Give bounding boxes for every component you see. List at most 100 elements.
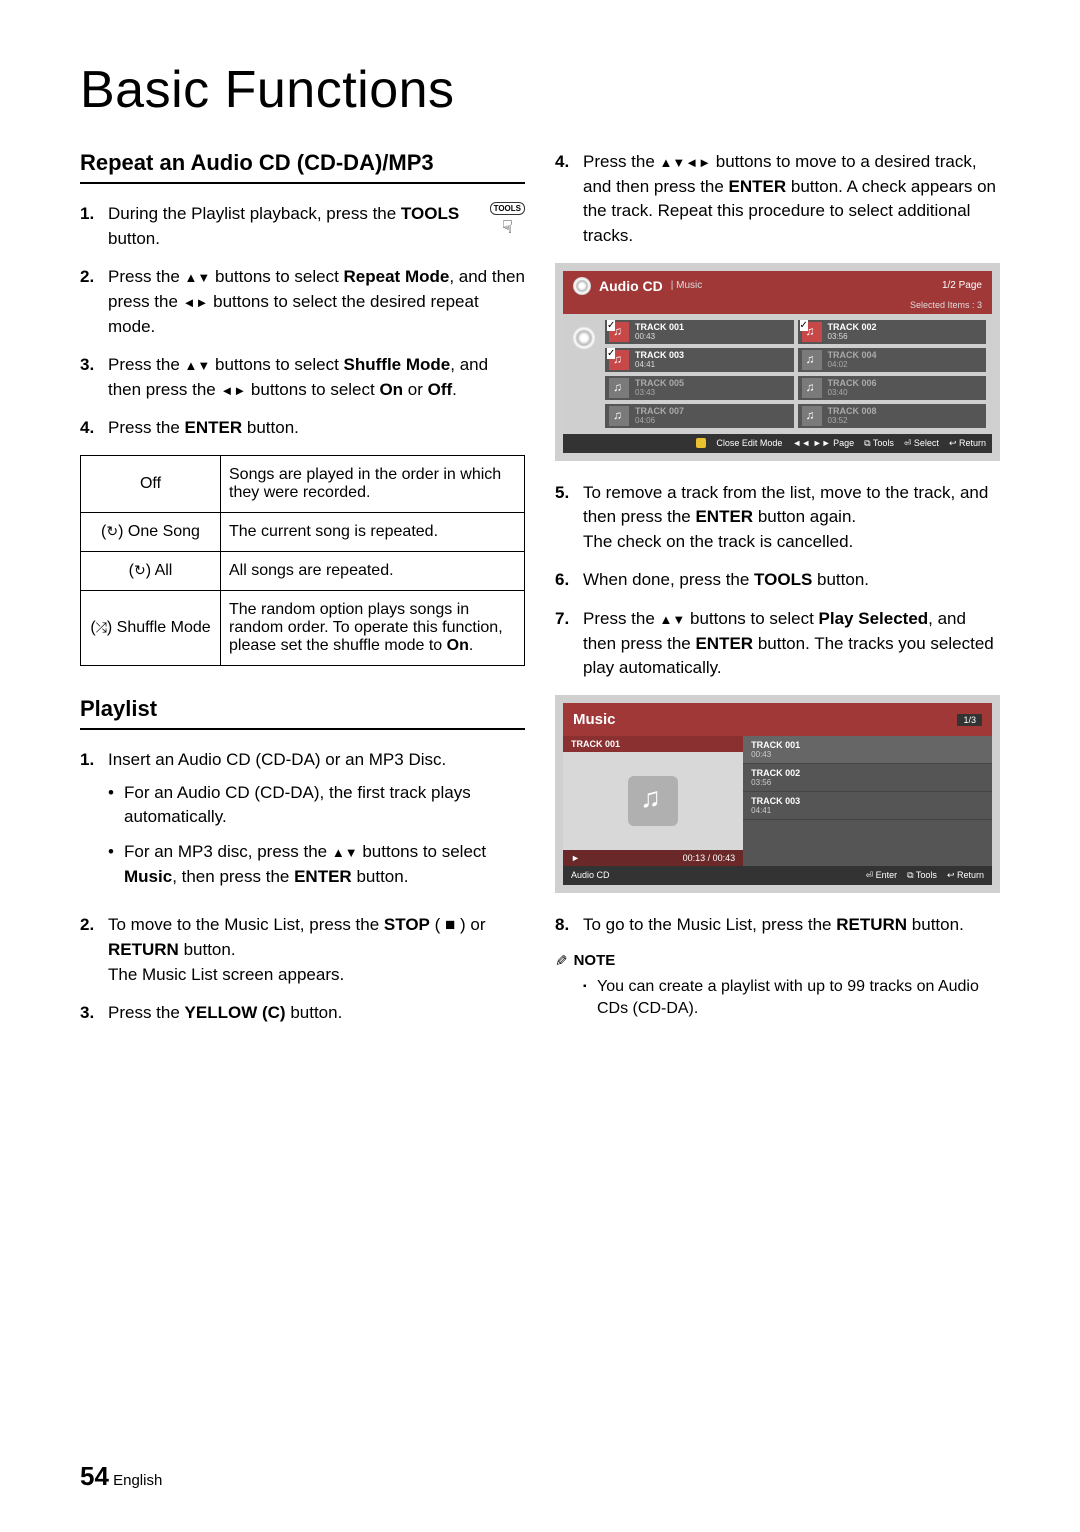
music-title: Music <box>573 711 616 728</box>
track-duration: 04:06 <box>635 416 684 425</box>
playlist-item[interactable]: TRACK 00100:43 <box>743 736 992 764</box>
track-name: TRACK 005 <box>635 378 684 388</box>
enter-label: ⏎ Enter <box>866 870 898 881</box>
playlist-item-duration: 00:43 <box>751 750 984 759</box>
step-item: 3.Press the ▲▼ buttons to select Shuffle… <box>80 353 525 402</box>
page-nav-label: ◄◄ ►► Page <box>792 438 854 448</box>
section-playlist-title: Playlist <box>80 696 525 722</box>
section-hr-2 <box>80 728 525 730</box>
track-name: TRACK 001 <box>635 322 684 332</box>
track-item[interactable]: TRACK 00704:06 <box>605 404 794 428</box>
playlist-item-duration: 03:56 <box>751 778 984 787</box>
track-item[interactable]: TRACK 00603:40 <box>798 376 987 400</box>
track-name: TRACK 006 <box>828 378 877 388</box>
album-art <box>563 752 743 850</box>
step-item: 4.Press the ▲▼◄► buttons to move to a de… <box>555 150 1000 249</box>
track-item[interactable]: ✓ TRACK 00100:43 <box>605 320 794 344</box>
selected-items-label: Selected Items : 3 <box>563 299 992 314</box>
track-name: TRACK 004 <box>828 350 877 360</box>
time-label: 00:13 / 00:43 <box>683 853 736 863</box>
now-playing-label: TRACK 001 <box>563 736 743 752</box>
step-item: 5.To remove a track from the list, move … <box>555 481 1000 555</box>
track-item[interactable]: TRACK 00503:43 <box>605 376 794 400</box>
select-label: ⏎ Select <box>904 438 939 449</box>
track-item[interactable]: ✓ TRACK 00203:56 <box>798 320 987 344</box>
repeat-mode-desc: Songs are played in the order in which t… <box>221 456 525 513</box>
track-item[interactable]: TRACK 00404:02 <box>798 348 987 372</box>
audio-cd-screenshot: Audio CD | Music 1/2 Page Selected Items… <box>555 263 1000 461</box>
track-icon: ✓ <box>802 322 822 342</box>
right-column: 4.Press the ▲▼◄► buttons to move to a de… <box>555 150 1000 1040</box>
track-icon: ✓ <box>609 322 629 342</box>
cd-page-indicator: 1/2 Page <box>942 280 982 291</box>
music-note-icon <box>628 776 678 826</box>
playlist-item-name: TRACK 002 <box>751 768 984 778</box>
step-item: 4.Press the ENTER button. <box>80 416 525 441</box>
step-item: 7.Press the ▲▼ buttons to select Play Se… <box>555 607 1000 681</box>
section-repeat-title: Repeat an Audio CD (CD-DA)/MP3 <box>80 150 525 176</box>
track-name: TRACK 002 <box>828 322 877 332</box>
repeat-mode-label: (↻) All <box>81 552 221 591</box>
playlist-item-name: TRACK 003 <box>751 796 984 806</box>
music-player-screenshot: Music 1/3 TRACK 001 ► 00:13 / 00:43 TRAC… <box>555 695 1000 893</box>
playlist-steps-cont-c: 8.To go to the Music List, press the RET… <box>555 913 1000 938</box>
note-item: You can create a playlist with up to 99 … <box>583 976 1000 1021</box>
track-duration: 04:02 <box>828 360 877 369</box>
check-icon: ✓ <box>800 320 808 331</box>
track-name: TRACK 008 <box>828 406 877 416</box>
disc-icon <box>572 326 596 350</box>
repeat-mode-label: (↻) One Song <box>81 513 221 552</box>
step-item: 1.Insert an Audio CD (CD-DA) or an MP3 D… <box>80 748 525 899</box>
step-item: 1.During the Playlist playback, press th… <box>80 202 482 251</box>
track-duration: 03:52 <box>828 416 877 425</box>
track-item[interactable]: ✓ TRACK 00304:41 <box>605 348 794 372</box>
track-icon <box>802 378 822 398</box>
step-item: 8.To go to the Music List, press the RET… <box>555 913 1000 938</box>
sub-item: For an MP3 disc, press the ▲▼ buttons to… <box>108 840 525 889</box>
music-page-indicator: 1/3 <box>957 714 982 726</box>
check-icon: ✓ <box>607 320 615 331</box>
cd-title: Audio CD <box>599 278 663 294</box>
tools-remote-icon: TOOLS ☟ <box>490 202 525 238</box>
playlist-item-duration: 04:41 <box>751 806 984 815</box>
repeat-mode-desc: All songs are repeated. <box>221 552 525 591</box>
return-label: ↩ Return <box>949 438 986 449</box>
playlist-steps: 1.Insert an Audio CD (CD-DA) or an MP3 D… <box>80 748 525 1026</box>
playlist-item[interactable]: TRACK 00203:56 <box>743 764 992 792</box>
track-duration: 03:56 <box>828 332 877 341</box>
track-icon <box>609 378 629 398</box>
note-label: NOTE <box>574 952 616 969</box>
track-duration: 04:41 <box>635 360 684 369</box>
track-name: TRACK 003 <box>635 350 684 360</box>
step-item: 2.To move to the Music List, press the S… <box>80 913 525 987</box>
step-item: 2.Press the ▲▼ buttons to select Repeat … <box>80 265 525 339</box>
track-name: TRACK 007 <box>635 406 684 416</box>
note-hand-icon: ✎ <box>555 952 568 970</box>
repeat-mode-table: OffSongs are played in the order in whic… <box>80 455 525 666</box>
left-column: Repeat an Audio CD (CD-DA)/MP3 TOOLS ☟ 1… <box>80 150 525 1040</box>
section-hr <box>80 182 525 184</box>
track-icon <box>609 406 629 426</box>
repeat-steps: 1.During the Playlist playback, press th… <box>80 202 525 441</box>
tools-label: ⧉ Tools <box>907 870 937 881</box>
repeat-mode-desc: The random option plays songs in random … <box>221 591 525 666</box>
page-number: 54 English <box>80 1461 162 1492</box>
note-block: ✎ NOTE You can create a playlist with up… <box>555 952 1000 1021</box>
check-icon: ✓ <box>607 348 615 359</box>
track-duration: 03:43 <box>635 388 684 397</box>
playlist-item[interactable]: TRACK 00304:41 <box>743 792 992 820</box>
disc-icon <box>573 277 591 295</box>
repeat-mode-label: Off <box>81 456 221 513</box>
play-icon: ► <box>571 853 580 863</box>
track-duration: 03:40 <box>828 388 877 397</box>
playlist-item-name: TRACK 001 <box>751 740 984 750</box>
sub-item: For an Audio CD (CD-DA), the first track… <box>108 781 525 830</box>
step-item: 3.Press the YELLOW (C) button. <box>80 1001 525 1026</box>
close-edit-label: Close Edit Mode <box>716 438 782 448</box>
repeat-mode-label: (⤮) Shuffle Mode <box>81 591 221 666</box>
source-label: Audio CD <box>571 870 610 881</box>
track-duration: 00:43 <box>635 332 684 341</box>
track-item[interactable]: TRACK 00803:52 <box>798 404 987 428</box>
track-icon <box>802 406 822 426</box>
yellow-c-icon <box>696 438 706 448</box>
